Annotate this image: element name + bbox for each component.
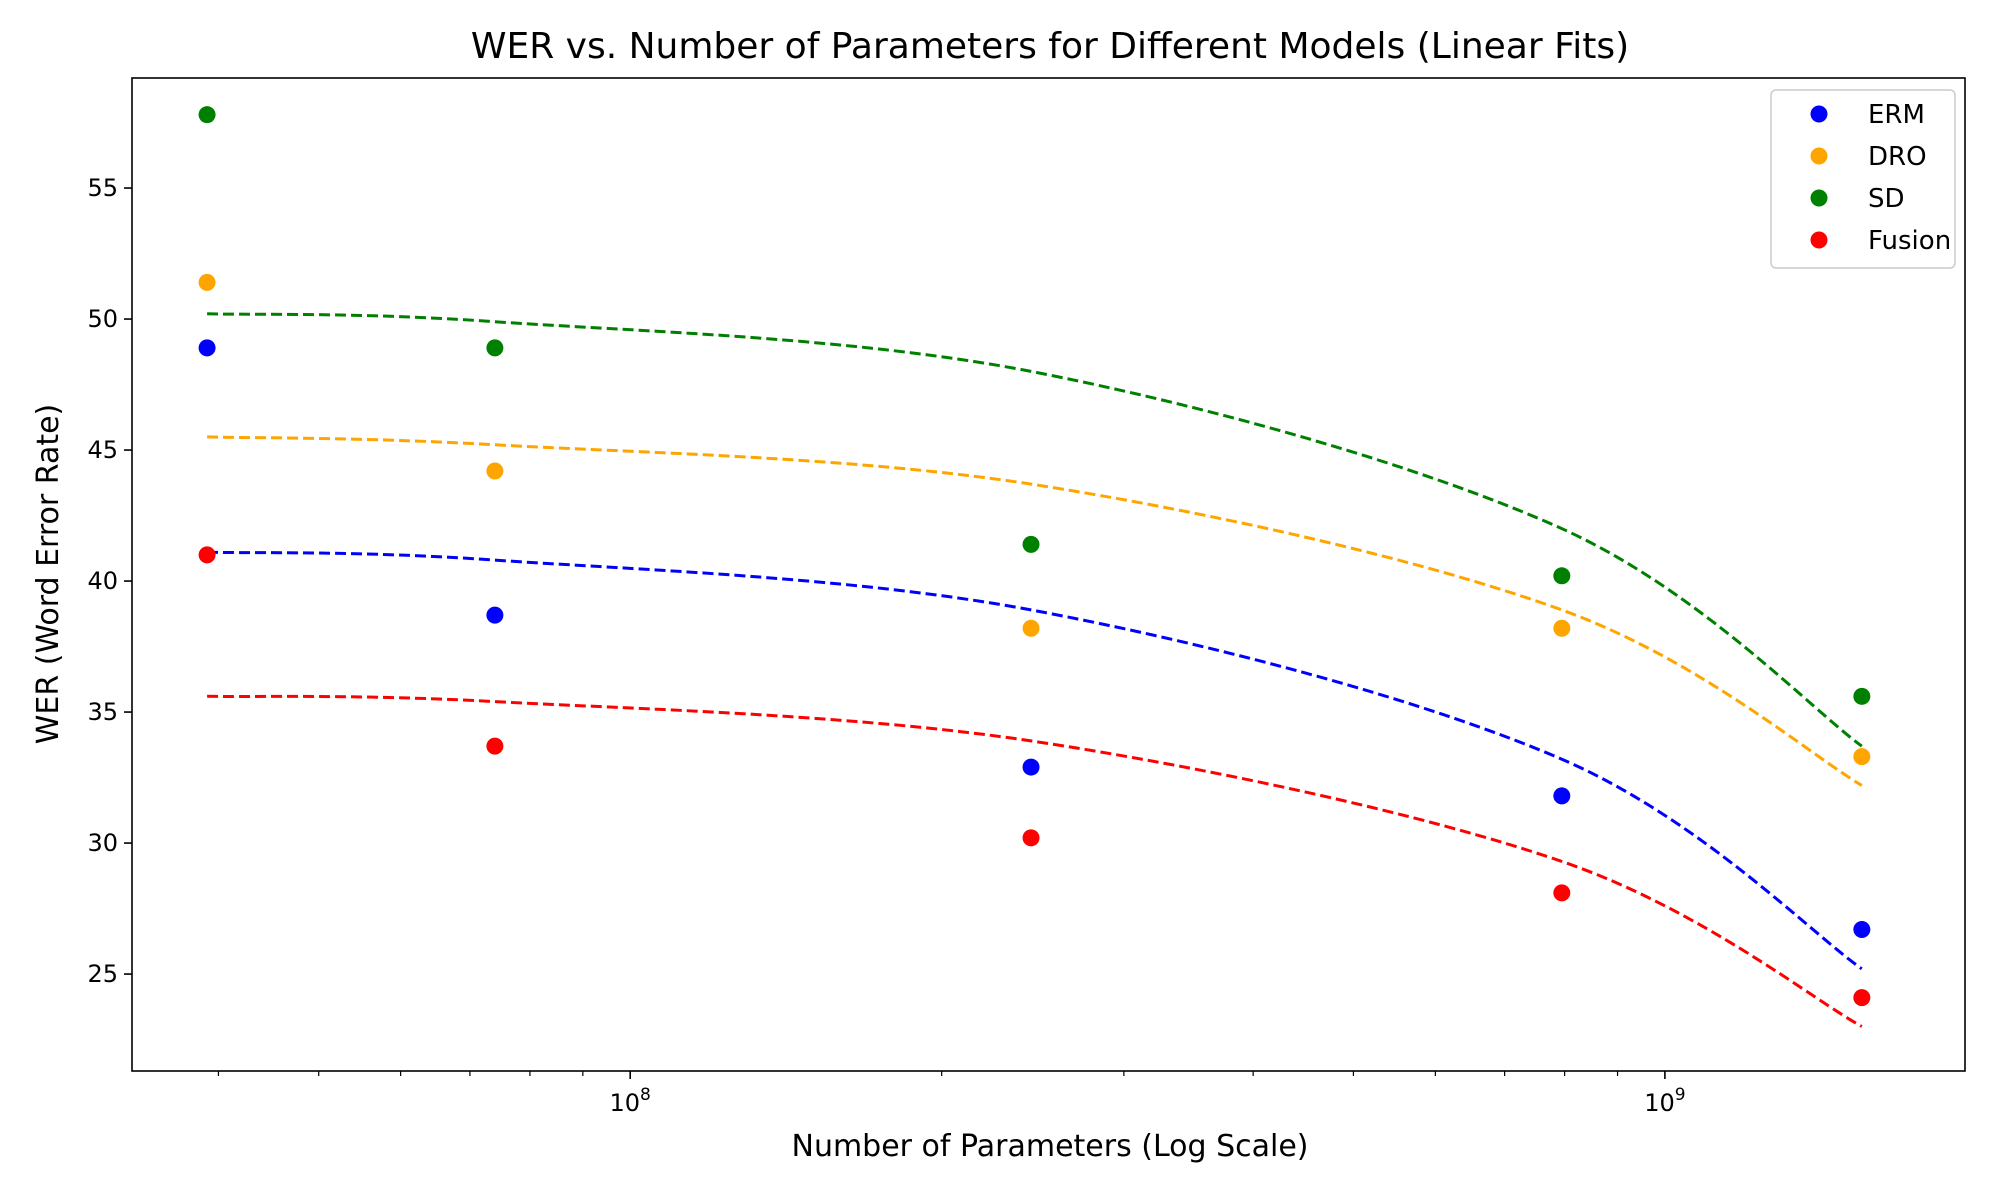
y-tick-label: 35 [87,698,118,726]
legend-label-dro: DRO [1868,142,1927,172]
fit-line-erm [207,550,1863,971]
data-point-dro [1553,619,1571,637]
legend: ERM DRO SD Fusion [1770,89,1956,269]
fit-line-sd [207,312,1863,748]
data-point-dro [1022,619,1040,637]
x-tick-exponent: 8 [640,1085,651,1105]
data-point-fusion [1553,884,1571,902]
y-tick-label: 55 [87,174,118,202]
x-tick-exponent: 9 [1675,1085,1686,1105]
x-tick-label: 108 [610,1085,651,1117]
data-point-erm [198,339,216,357]
x-axis-label: Number of Parameters (Log Scale) [792,1129,1309,1164]
legend-marker-sd [1810,189,1828,207]
data-point-erm [1022,758,1040,776]
fit-lines [207,312,1863,1028]
legend-box [1770,89,1956,269]
data-point-fusion [1022,829,1040,847]
data-point-erm [486,606,504,624]
data-point-sd [486,339,504,357]
x-axis-ticks: 108 109 [217,1071,1686,1117]
legend-label-fusion: Fusion [1868,226,1951,256]
data-point-dro [486,462,504,480]
y-tick-label: 25 [87,960,118,988]
data-point-dro [198,273,216,291]
fit-line-fusion [207,694,1863,1028]
legend-label-erm: ERM [1868,100,1925,130]
fit-line-dro [207,435,1863,787]
x-tick-base: 10 [610,1089,641,1117]
x-tick-label: 109 [1644,1085,1685,1117]
data-point-erm [1553,787,1571,805]
data-point-erm [1853,921,1871,939]
data-point-sd [198,106,216,124]
y-tick-label: 45 [87,436,118,464]
y-tick-label: 50 [87,305,118,333]
x-tick-base: 10 [1644,1089,1675,1117]
plot-frame [131,77,1966,1072]
data-point-sd [1022,535,1040,553]
y-axis-label: WER (Word Error Rate) [31,404,66,745]
data-point-sd [1853,687,1871,705]
legend-marker-erm [1810,105,1828,123]
data-point-dro [1853,748,1871,766]
data-point-fusion [198,546,216,564]
legend-label-sd: SD [1868,184,1905,214]
data-points [198,106,1871,1007]
y-tick-label: 30 [87,829,118,857]
data-point-fusion [486,737,504,755]
legend-marker-fusion [1810,231,1828,249]
data-point-sd [1553,567,1571,585]
y-tick-label: 40 [87,567,118,595]
legend-marker-dro [1810,147,1828,165]
chart-title: WER vs. Number of Parameters for Differe… [471,26,1629,67]
y-axis-ticks: 25 30 35 40 45 50 55 [87,174,132,988]
data-point-fusion [1853,989,1871,1007]
